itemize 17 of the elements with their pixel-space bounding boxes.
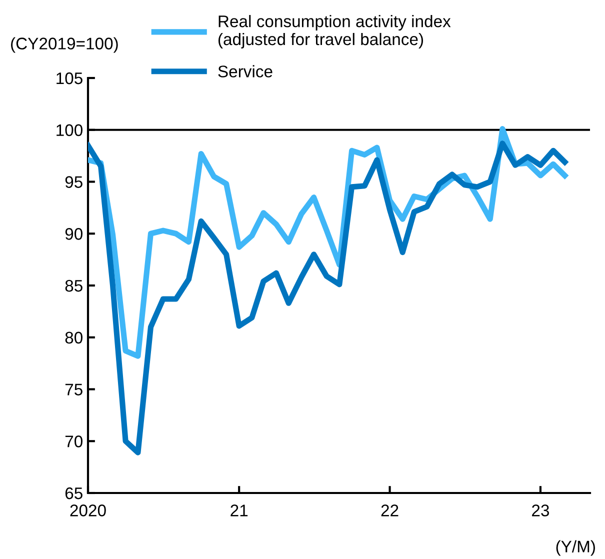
x-tick-label: 21 — [230, 504, 248, 516]
x-tick-label: 23 — [532, 504, 549, 516]
y-tick-label: 100 — [56, 124, 82, 136]
x-tick-label: 22 — [381, 504, 398, 516]
y-tick-label: 90 — [65, 228, 82, 240]
y-tick-label: 65 — [65, 487, 82, 500]
y-tick-label: 75 — [65, 384, 82, 396]
y-tick-label: 105 — [56, 72, 82, 84]
legend-label: Real consumption activity index (adjusted for travel balance) — [218, 15, 451, 48]
y-tick-label: 80 — [65, 332, 82, 344]
y-tick-label: 85 — [65, 280, 82, 292]
x-tick-label: 2020 — [70, 504, 106, 516]
y-axis-title: (CY2019=100) — [11, 37, 118, 53]
legend-label: Service — [218, 65, 272, 78]
x-axis-title: (Y/M) — [556, 540, 595, 556]
y-tick-label: 95 — [65, 176, 82, 188]
y-tick-label: 70 — [65, 436, 82, 448]
